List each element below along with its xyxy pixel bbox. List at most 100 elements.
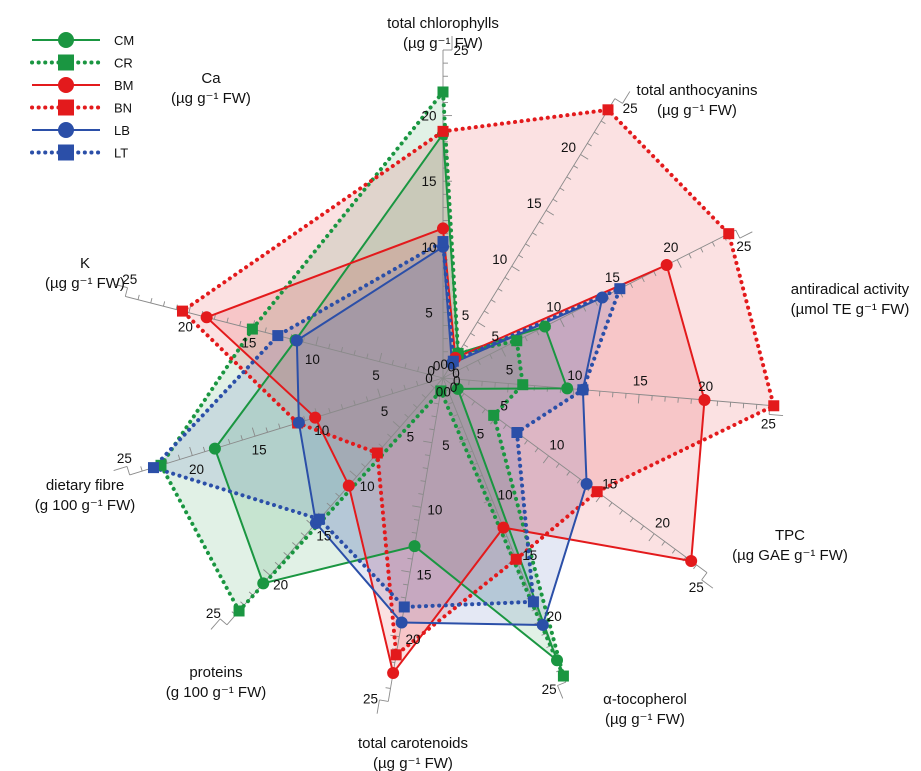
axis-tick [328,343,331,349]
data-point-cr-5 [557,670,569,682]
tick-label: 25 [623,101,638,116]
axis-tick [433,402,439,405]
data-point-lb-6 [395,616,408,629]
tick-label: 0 [443,384,451,399]
axis-tick [524,440,528,445]
axis-tick [640,525,645,531]
axis-tick [489,354,493,360]
axis-end-tick [735,229,741,239]
axis-tick [385,687,391,689]
axis-end-bracket [769,413,784,417]
data-point-bn-7 [371,447,383,459]
data-point-lt-9 [272,330,284,342]
tick-label: 25 [542,682,557,697]
axis-tick [417,366,420,372]
axis-tick [507,547,512,551]
data-point-lb-8 [292,416,305,429]
axis-tick [300,532,306,537]
tick-label: 20 [421,109,436,124]
data-point-bn-5 [510,553,522,565]
axis-tick [559,187,565,192]
data-point-cm-3 [561,382,574,395]
data-point-cm-2 [538,320,551,333]
data-point-lt-5 [527,596,539,608]
tick-label: 5 [462,308,470,323]
axis-tick [459,438,468,443]
axis-tick [413,519,420,521]
axis-tick [482,487,488,490]
axis-tick [490,299,496,303]
axis-tick [429,369,432,375]
axis-tick [518,254,524,259]
axis-tick [629,283,634,289]
axis-tick [539,221,544,225]
axis-tick [353,350,356,356]
axis-tick [400,596,406,599]
axis-tick [407,557,413,560]
tick-label: 5 [442,438,450,453]
axis-tick [140,466,143,472]
axis-line [129,377,444,476]
axis-labels: total chlorophylls (µg g⁻¹ FW) total antho… [35,15,910,771]
data-point-lt-0 [437,236,449,248]
axis-tick [213,314,216,320]
axis-end-bracket [739,231,753,239]
legend-item-cr: CR [30,54,133,71]
axis-tick [661,541,666,546]
axis-tick [619,510,623,515]
axis-tick [711,241,716,247]
axis-end-bracket [701,579,714,589]
tick-label: 25 [761,416,776,431]
tick-label: 25 [736,239,751,254]
data-point-cr-0 [437,86,449,98]
tick-label: 10 [305,352,320,367]
axis-label-5: total carotenoids (µg g⁻¹ FW) [358,735,468,771]
axis-tick [401,570,411,573]
axis-tick [594,131,599,136]
tick-label: 0 [452,366,460,381]
axis-tick [483,499,493,504]
data-point-cr-7 [233,605,245,617]
data-point-lt-2 [614,283,626,295]
axis-tick [404,363,407,369]
legend-label: BN [114,101,132,116]
legend-label: BM [114,78,134,93]
tick-label: 0 [453,373,461,388]
data-point-cr-6 [435,385,447,397]
legend-marker [58,122,74,138]
axis-tick [431,415,437,418]
axis-end-tick [219,618,228,626]
axis-tick [361,463,366,468]
axis-tick [463,344,469,348]
tick-label: 15 [252,443,267,458]
axis-tick [504,277,510,281]
axis-tick [484,310,489,314]
axis-tick [525,243,530,247]
tick-label: 25 [363,691,378,706]
series-fill-cm [214,133,568,661]
axis-tick [404,413,409,418]
axis-tick [391,359,394,366]
axis-tick [251,427,256,437]
axis-label-9: Ca (µg g⁻¹ FW) [171,70,251,107]
data-point-cm-4 [451,382,464,395]
legend-item-lb: LB [32,122,130,138]
data-point-bm-4 [685,554,698,567]
axis-3 [442,377,784,417]
axis-tick [177,454,181,460]
legend: CM CR BM BN LB LT [30,32,134,161]
axis-tick [594,300,598,306]
tick-label: 10 [314,423,329,438]
axis-label-1: total anthocyanins (µg g⁻¹ FW) [637,82,758,119]
axis-tick [542,455,549,464]
axis-tick [571,312,575,318]
series-fill-bm [206,228,705,673]
data-point-lt-7 [313,513,325,525]
axis-tick [349,470,357,478]
axis-tick [576,478,581,484]
axis-end-tick [614,98,623,104]
tick-label: 0 [425,371,433,386]
tick-label: 5 [407,430,415,445]
axis-end-tick [379,699,389,702]
axis-end-tick [124,287,128,297]
